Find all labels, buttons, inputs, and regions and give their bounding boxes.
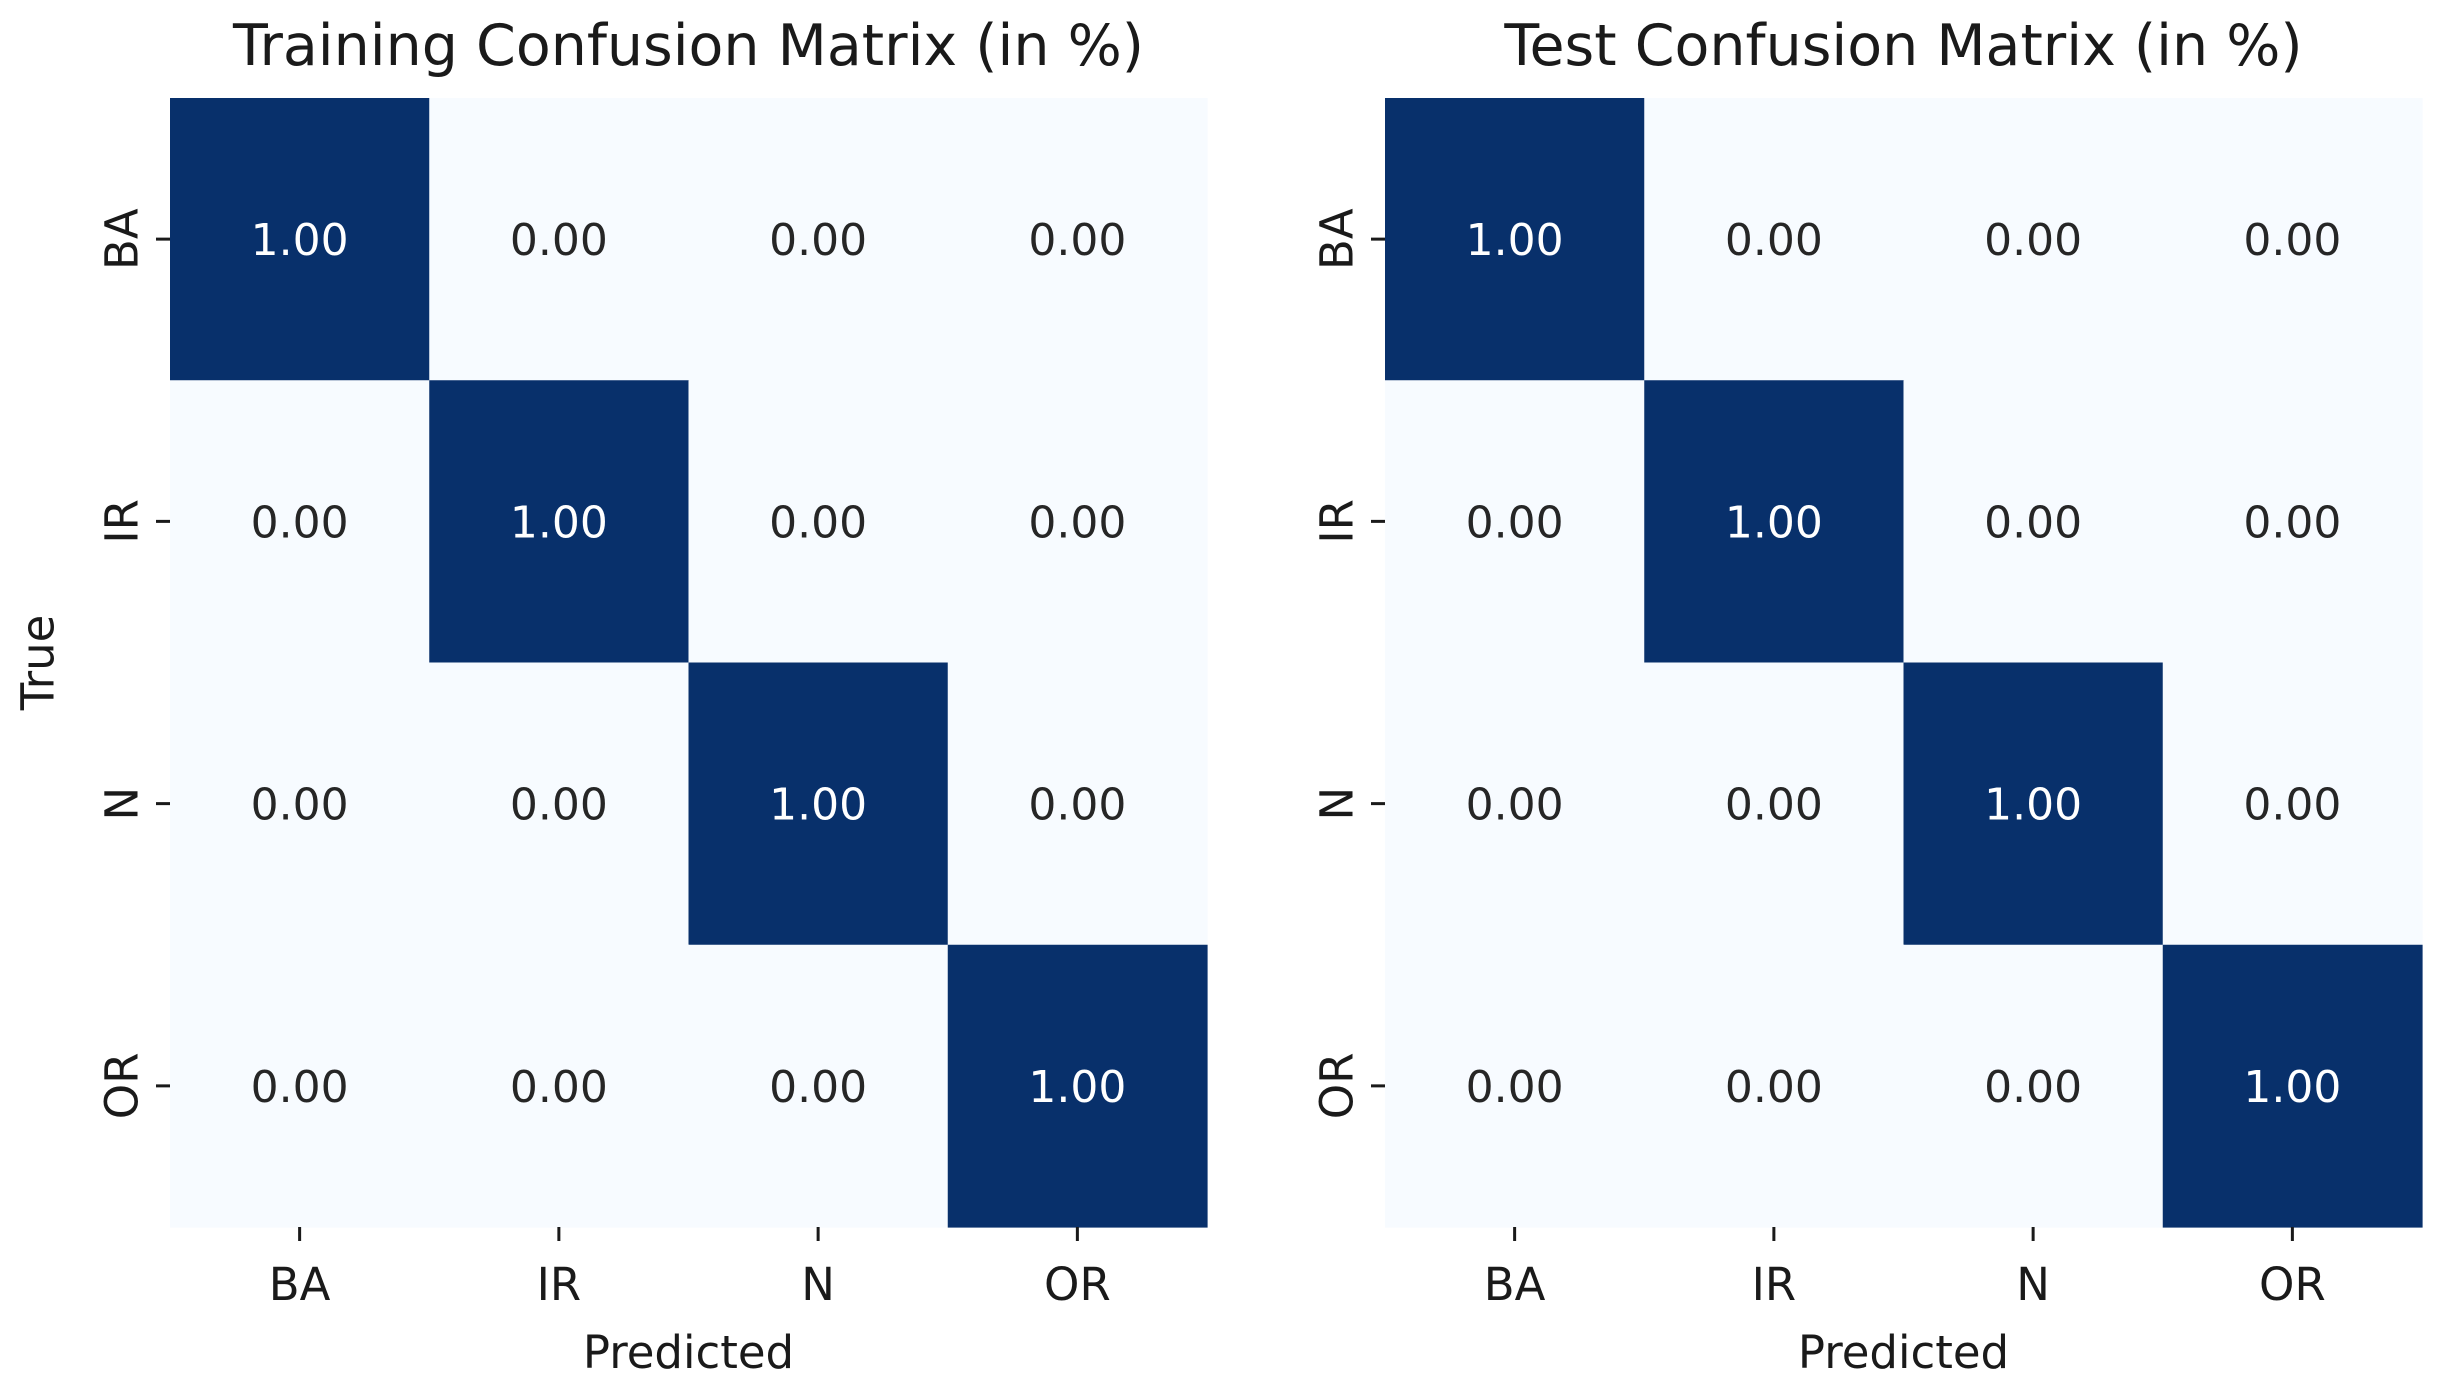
heatmap-panel-test: Test Confusion Matrix (in %) 1.00 0.00 0.00… [1311, 13, 2423, 1379]
heatmap-cell [429, 944, 690, 1228]
cell-value-label: 0.00 [1984, 215, 2082, 266]
cell-value-label: 0.00 [1725, 780, 1823, 831]
y-tick-label: BA [96, 208, 149, 270]
heatmap-cell [1644, 380, 1905, 664]
heatmap-cell [1903, 944, 2164, 1228]
cell-value-label: 1.00 [1028, 1062, 1126, 1113]
heatmap-cell [429, 98, 690, 381]
heatmap-cell [1903, 380, 2164, 664]
heatmap-cell [1385, 380, 1645, 664]
cell-value-label: 0.00 [510, 780, 608, 831]
heatmap-cell [2162, 380, 2423, 664]
heatmap-cell [170, 662, 430, 946]
x-tick-label: N [2016, 1258, 2050, 1311]
cell-value-label: 0.00 [510, 1062, 608, 1113]
cell-value-label: 0.00 [1028, 780, 1126, 831]
heatmap-cell [2162, 944, 2423, 1228]
cell-value-label: 0.00 [2243, 215, 2341, 266]
cell-value-label: 1.00 [251, 215, 349, 266]
cell-value-label: 0.00 [1466, 1062, 1564, 1113]
cell-value-label: 1.00 [1466, 215, 1564, 266]
x-tick-label: BA [1484, 1258, 1546, 1311]
heatmap-cell [1385, 944, 1645, 1228]
cell-value-label: 0.00 [251, 780, 349, 831]
heatmap-cell [429, 662, 690, 946]
cell-value-label: 1.00 [769, 780, 867, 831]
heatmap-cell [1644, 944, 1905, 1228]
y-tick-label: OR [1311, 1053, 1364, 1120]
heatmap-cell [170, 944, 430, 1228]
chart-title: Training Confusion Matrix (in %) [232, 13, 1144, 79]
heatmap-cell [2162, 98, 2423, 381]
heatmap-cell [1644, 98, 1905, 381]
cell-value-label: 1.00 [2243, 1062, 2341, 1113]
cell-value-label: 0.00 [1725, 215, 1823, 266]
y-tick-label: N [1311, 787, 1364, 821]
heatmap-cell [1644, 662, 1905, 946]
heatmap-cell [1903, 662, 2164, 946]
heatmap-cell [947, 98, 1208, 381]
heatmap-panel-training: Training Confusion Matrix (in %) 1.00 0.00… [12, 13, 1208, 1379]
heatmap-cell [947, 662, 1208, 946]
cell-value-label: 1.00 [510, 497, 608, 548]
heatmap-cell [947, 944, 1208, 1228]
y-tick-label: BA [1311, 208, 1364, 270]
heatmap-cell [688, 98, 949, 381]
heatmap-cell [2162, 662, 2423, 946]
heatmap-cell [688, 662, 949, 946]
cell-value-label: 0.00 [769, 215, 867, 266]
heatmap-cell [429, 380, 690, 664]
cell-value-label: 0.00 [1466, 780, 1564, 831]
heatmap-cell [1903, 98, 2164, 381]
y-tick-label: IR [96, 499, 149, 544]
y-axis-label: True [12, 615, 65, 712]
cell-value-label: 1.00 [1984, 780, 2082, 831]
chart-title: Test Confusion Matrix (in %) [1503, 13, 2302, 79]
cell-value-label: 0.00 [1725, 1062, 1823, 1113]
heatmap-cell [1385, 98, 1645, 381]
heatmap-cell [947, 380, 1208, 664]
heatmap-cell [170, 380, 430, 664]
y-tick-label: N [96, 787, 149, 821]
x-tick-label: BA [269, 1258, 331, 1311]
cell-value-label: 1.00 [1725, 497, 1823, 548]
cell-value-label: 0.00 [510, 215, 608, 266]
cell-value-label: 0.00 [1984, 497, 2082, 548]
cell-value-label: 0.00 [251, 1062, 349, 1113]
cell-value-label: 0.00 [2243, 780, 2341, 831]
x-tick-label: IR [1752, 1258, 1797, 1311]
cell-value-label: 0.00 [251, 497, 349, 548]
cell-value-label: 0.00 [1028, 215, 1126, 266]
cell-value-label: 0.00 [1028, 497, 1126, 548]
y-tick-label: IR [1311, 499, 1364, 544]
x-axis-label: Predicted [1798, 1326, 2009, 1379]
heatmap-cell [688, 380, 949, 664]
heatmap-cell [688, 944, 949, 1228]
x-axis-label: Predicted [583, 1326, 794, 1379]
x-tick-label: IR [537, 1258, 582, 1311]
cell-value-label: 0.00 [1984, 1062, 2082, 1113]
x-tick-label: OR [2259, 1258, 2326, 1311]
heatmap-cell [170, 98, 430, 381]
x-tick-label: N [801, 1258, 835, 1311]
y-tick-label: OR [96, 1053, 149, 1120]
x-tick-label: OR [1044, 1258, 1111, 1311]
cell-value-label: 0.00 [2243, 497, 2341, 548]
heatmap-cell [1385, 662, 1645, 946]
cell-value-label: 0.00 [1466, 497, 1564, 548]
cell-value-label: 0.00 [769, 497, 867, 548]
cell-value-label: 0.00 [769, 1062, 867, 1113]
